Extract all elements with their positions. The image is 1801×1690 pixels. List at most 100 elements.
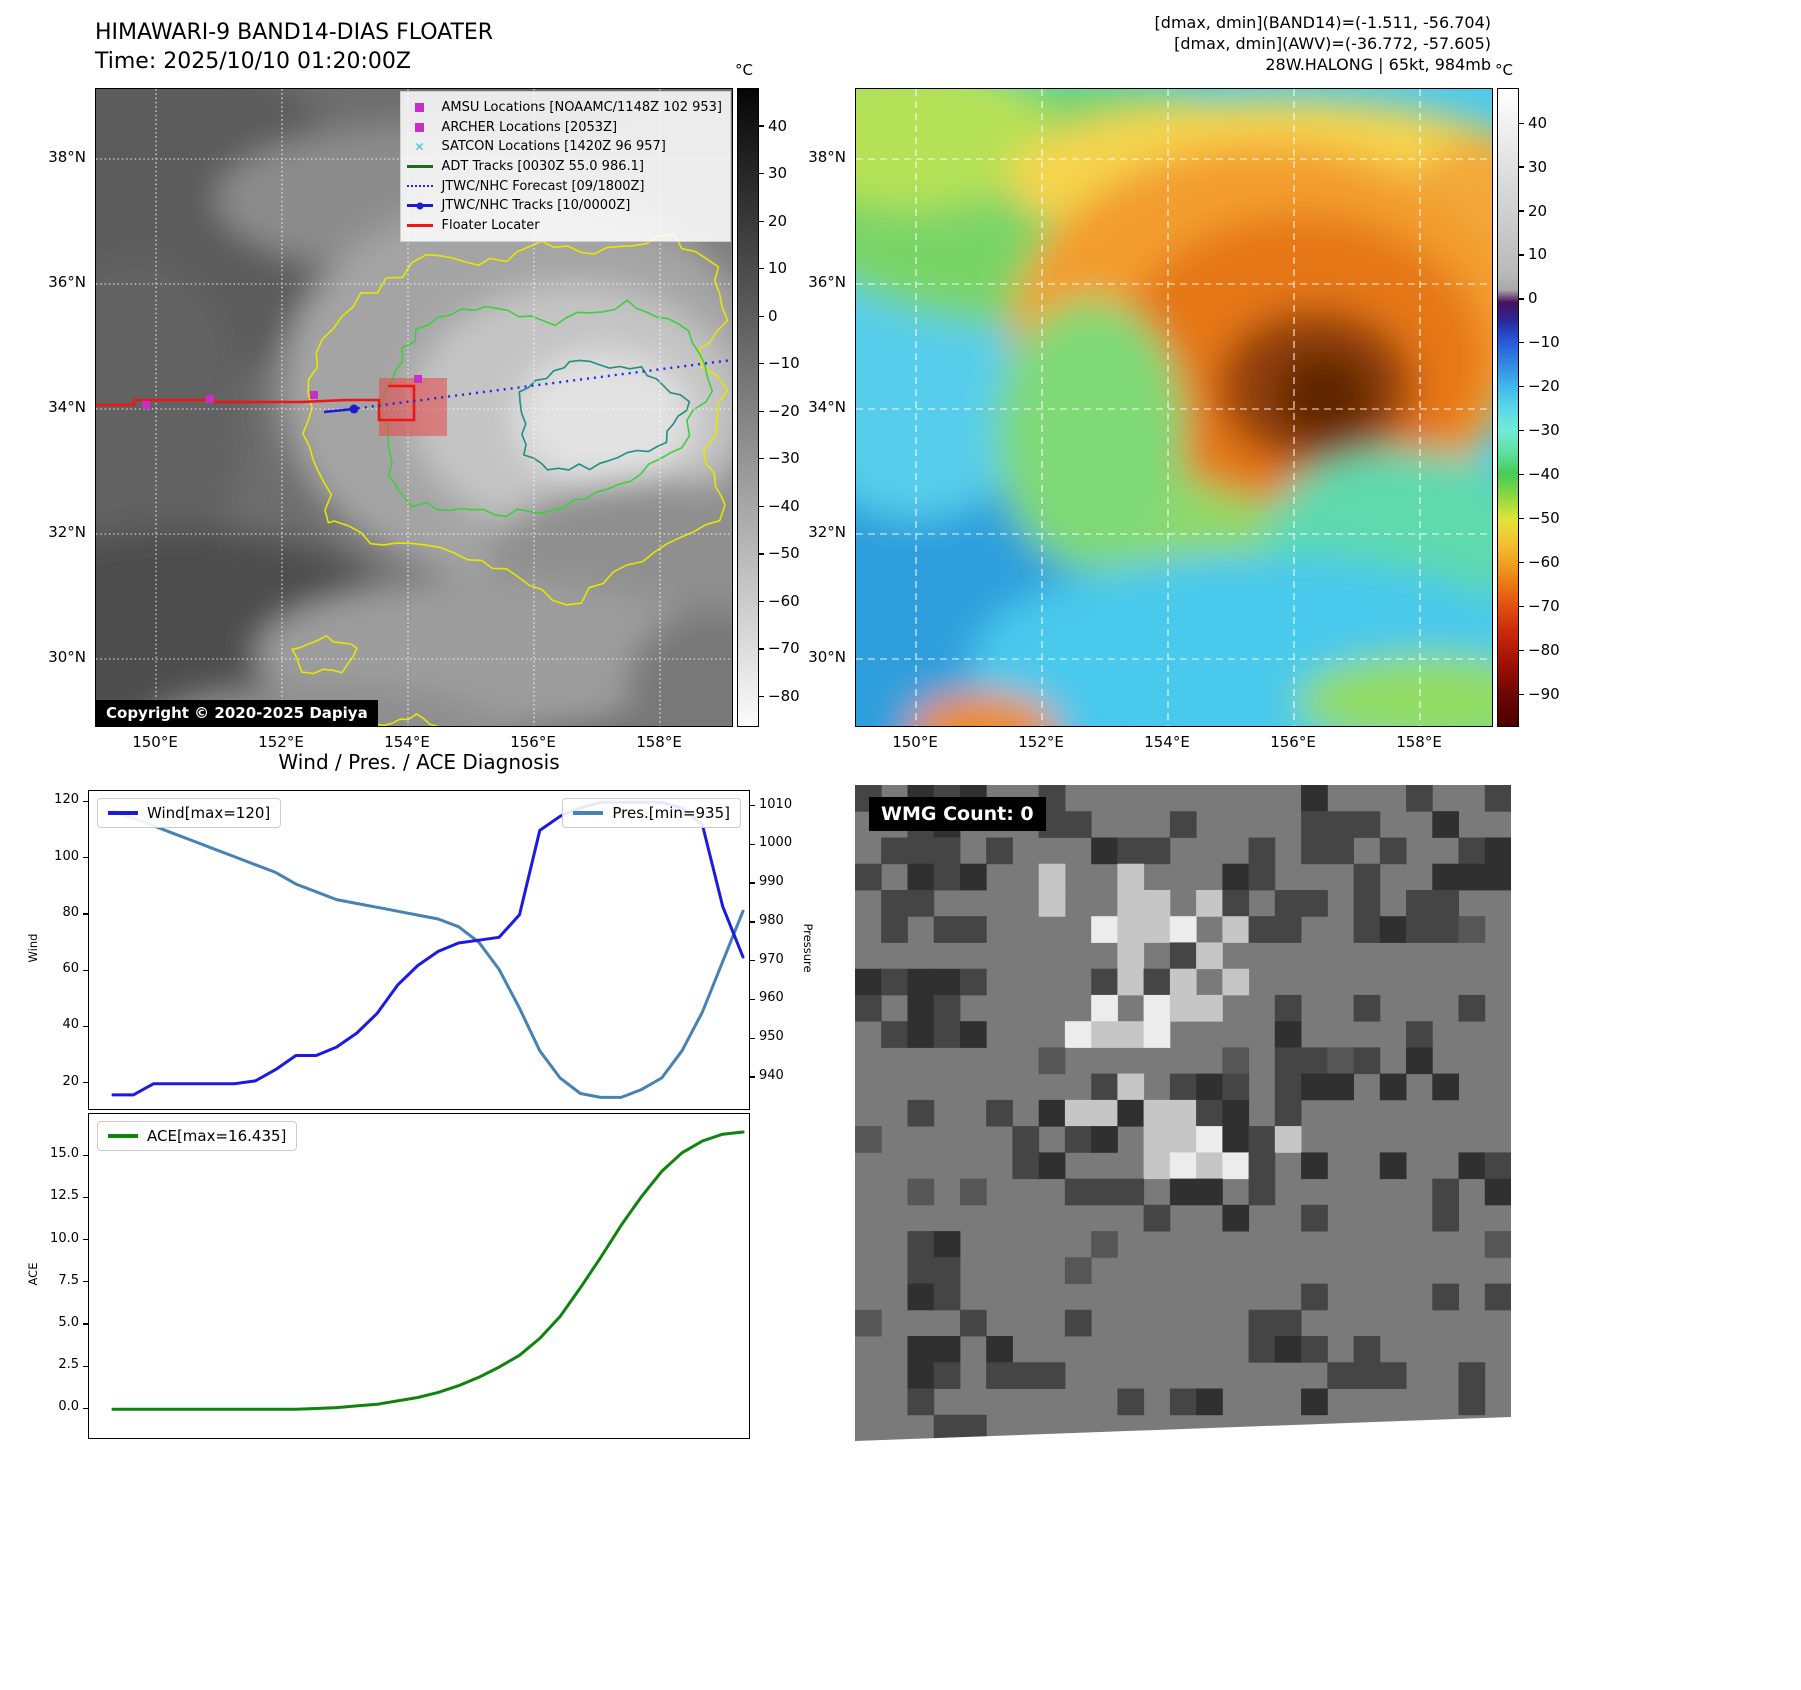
dotted-line-icon: [406, 185, 433, 188]
awv-colorbar-unit: °C: [1495, 61, 1513, 79]
wind-axis-ticks: 20 40 60 80 100 120: [42, 790, 88, 1108]
diagnosis-title: Wind / Pres. / ACE Diagnosis: [278, 750, 560, 774]
colorbar-tick-mark: [1519, 210, 1524, 212]
band14-time: Time: 2025/10/10 01:20:00Z: [95, 49, 411, 74]
legend-item: ADT Tracks [0030Z 55.0 986.1]: [405, 157, 722, 177]
lon-label: 156°E: [1270, 733, 1316, 751]
y-tick-mark: [750, 1076, 755, 1078]
lat-label: 32°N: [48, 523, 86, 541]
colorbar-tick-label: −50: [768, 544, 800, 563]
storm-info: 28W.HALONG | 65kt, 984mb: [1265, 55, 1491, 74]
pressure-legend-label: Pres.[min=935]: [612, 804, 730, 822]
legend-item: JTWC/NHC Forecast [09/1800Z]: [405, 176, 722, 196]
lon-label: 150°E: [892, 733, 938, 751]
band14-map: AMSU Locations [NOAAMC/1148Z 102 953] ARC…: [95, 88, 733, 727]
colorbar-tick-label: 10: [1528, 245, 1548, 264]
y-tick-label: 100: [54, 848, 79, 864]
y-tick-label: 940: [759, 1067, 784, 1083]
dotted-marker-icon: [405, 185, 435, 188]
colorbar-tick-mark: [1519, 122, 1524, 124]
y-tick-label: 60: [62, 961, 79, 977]
awv-lat-labels: 38°N 36°N 34°N 32°N 30°N: [796, 88, 848, 725]
colorbar-tick-label: −40: [1528, 465, 1560, 484]
y-tick-label: 990: [759, 874, 784, 890]
legend-item: Floater Locater: [405, 216, 722, 236]
y-tick-mark: [83, 1323, 88, 1325]
y-tick-label: 0.0: [58, 1399, 79, 1415]
lat-label: 36°N: [48, 273, 86, 291]
awv-lon-labels: 150°E 152°E 154°E 156°E 158°E: [855, 733, 1491, 755]
colorbar-tick-mark: [1519, 166, 1524, 168]
colorbar-tick-label: 20: [768, 211, 788, 230]
wmg-pixel-image: [855, 785, 1511, 1441]
legend-item: ARCHER Locations [2053Z]: [405, 118, 722, 138]
colorbar-tick-label: −10: [1528, 333, 1560, 352]
y-tick-label: 40: [62, 1017, 79, 1033]
pressure-legend: Pres.[min=935]: [562, 798, 741, 828]
colorbar-tick-label: −40: [768, 496, 800, 515]
awv-colorbar: [1497, 88, 1519, 727]
colorbar-tick-label: −70: [768, 639, 800, 658]
colorbar-tick-label: −60: [768, 591, 800, 610]
lon-label: 150°E: [132, 733, 178, 751]
y-tick-mark: [750, 804, 755, 807]
y-tick-mark: [83, 1281, 88, 1283]
band14-dmax-dmin: [dmax, dmin](BAND14)=(-1.511, -56.704): [1154, 13, 1491, 32]
lon-label: 154°E: [384, 733, 430, 751]
colorbar-tick-mark: [1519, 430, 1524, 432]
legend-item-label: JTWC/NHC Forecast [09/1800Z]: [441, 178, 645, 194]
y-tick-mark: [83, 1407, 88, 1409]
lat-label: 34°N: [808, 398, 846, 416]
y-tick-mark: [83, 1025, 88, 1028]
colorbar-tick-mark: [759, 125, 764, 127]
y-tick-label: 5.0: [58, 1314, 79, 1330]
awv-map: [855, 88, 1493, 727]
colorbar-tick-label: −20: [768, 401, 800, 420]
lat-label: 36°N: [808, 273, 846, 291]
colorbar-tick-mark: [1519, 342, 1524, 344]
lat-label: 30°N: [48, 648, 86, 666]
pressure-axis-label: Pressure: [801, 923, 815, 973]
line-marker-icon: [405, 224, 435, 227]
y-tick-mark: [83, 856, 88, 859]
colorbar-tick-label: −20: [1528, 377, 1560, 396]
colorbar-tick-mark: [759, 315, 764, 317]
colorbar-tick-mark: [1519, 386, 1524, 388]
dot-icon: [416, 202, 424, 210]
wind-axis-label: Wind: [26, 933, 40, 963]
colorbar-tick-mark: [759, 220, 764, 222]
wmg-count-label: WMG Count: 0: [869, 797, 1046, 831]
lat-label: 38°N: [48, 148, 86, 166]
line-marker-icon: [405, 165, 435, 168]
pressure-axis-ticks: 940 950 960 970 980 990 1000 1010: [750, 790, 796, 1108]
y-tick-mark: [83, 913, 88, 915]
ace-axis-ticks: 0.0 2.5 5.0 7.5 10.0 12.5 15.0: [42, 1113, 88, 1437]
y-tick-mark: [83, 1154, 88, 1156]
y-tick-mark: [83, 969, 88, 971]
colorbar-tick-mark: [759, 268, 764, 270]
y-tick-mark: [83, 1082, 88, 1084]
colorbar-tick-mark: [759, 410, 764, 412]
band14-colorbar-unit: °C: [735, 61, 753, 79]
awv-header: [dmax, dmin](BAND14)=(-1.511, -56.704) […: [855, 12, 1491, 75]
y-tick-mark: [750, 1037, 755, 1039]
band14-colorbar: [737, 88, 759, 727]
y-tick-label: 2.5: [58, 1357, 79, 1373]
lon-label: 152°E: [1018, 733, 1064, 751]
colorbar-tick-mark: [759, 458, 764, 460]
square-marker-icon: [405, 103, 435, 113]
colorbar-tick-label: −80: [1528, 640, 1560, 659]
y-tick-mark: [750, 998, 755, 1001]
y-tick-mark: [750, 960, 755, 962]
awv-dmax-dmin: [dmax, dmin](AWV)=(-36.772, -57.605): [1174, 34, 1491, 53]
y-tick-mark: [83, 1365, 88, 1367]
colorbar-tick-mark: [1519, 517, 1524, 520]
wind-pressure-plot: [111, 800, 745, 1099]
legend-item-label: Floater Locater: [441, 217, 540, 233]
colorbar-tick-mark: [759, 600, 764, 603]
wind-pressure-chart: Wind[max=120] Pres.[min=935]: [88, 790, 750, 1110]
y-tick-label: 7.5: [58, 1272, 79, 1288]
ace-line-sample: [108, 1134, 138, 1138]
colorbar-tick-label: 40: [768, 116, 788, 135]
lon-label: 158°E: [1396, 733, 1442, 751]
